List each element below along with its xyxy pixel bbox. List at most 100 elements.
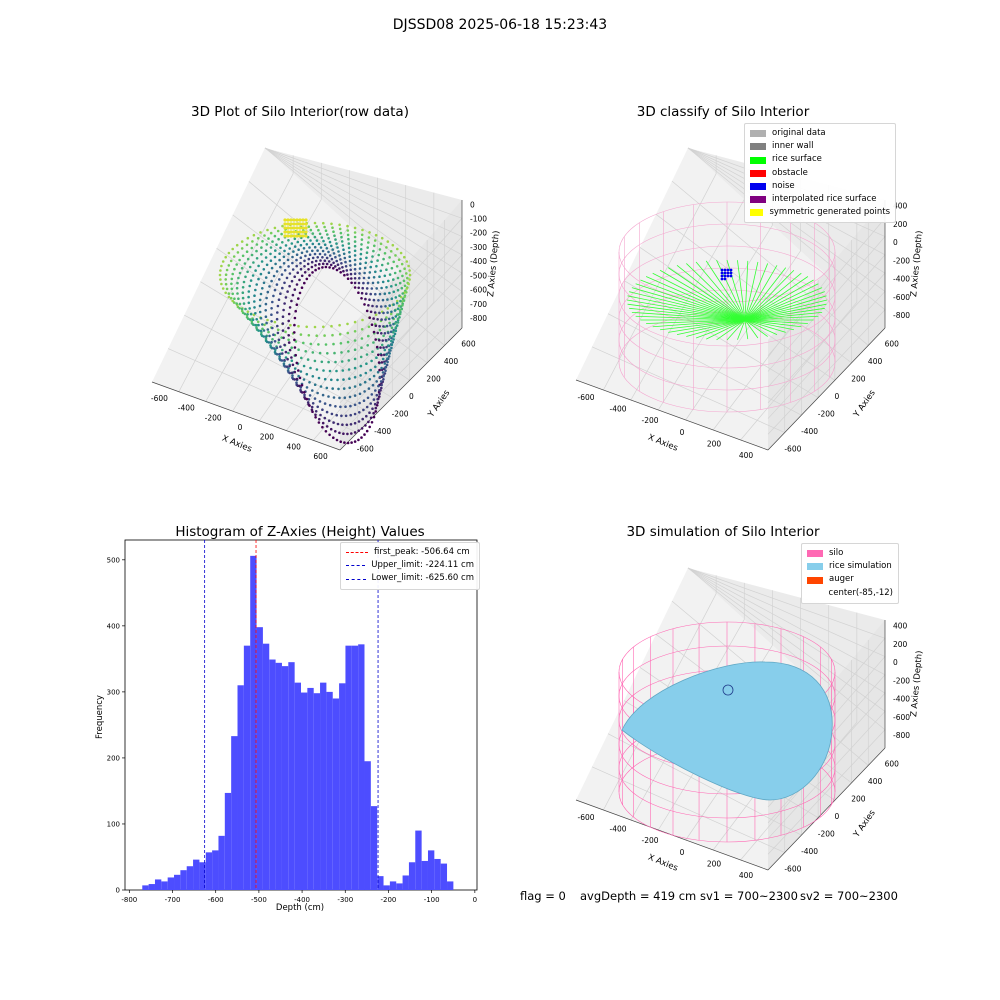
raw-point	[341, 244, 345, 247]
raw-point	[371, 350, 374, 354]
raw-point	[338, 254, 341, 257]
raw-point	[270, 346, 274, 350]
raw-point	[335, 268, 339, 272]
raw-point	[275, 353, 279, 356]
raw-point	[369, 292, 373, 296]
cls-y-axis-line	[767, 327, 886, 451]
legend-line-swatch	[346, 578, 366, 580]
raw-point	[378, 389, 381, 392]
legend-line-swatch	[346, 565, 366, 567]
raw-point	[381, 298, 385, 302]
raw-point	[372, 374, 376, 378]
raw-point	[283, 343, 286, 347]
cls-rice-surface-line	[668, 319, 746, 333]
raw-point	[397, 304, 401, 308]
cls-y-tick-label: 200	[851, 375, 866, 384]
raw-point	[259, 292, 263, 296]
raw-point	[371, 255, 374, 258]
sim-x-tick-label: 200	[707, 860, 722, 869]
raw-point	[300, 251, 304, 255]
raw-point	[401, 274, 404, 278]
raw-point	[315, 225, 319, 228]
raw-point	[360, 436, 363, 439]
raw-point	[327, 395, 330, 398]
raw-point	[372, 341, 375, 344]
raw-point	[347, 359, 351, 362]
cls-grid-line	[671, 180, 869, 346]
raw-point	[281, 348, 284, 352]
cls-rice-surface-line	[744, 319, 749, 340]
raw-grid-line	[264, 147, 463, 274]
raw-point	[301, 230, 305, 234]
raw-point	[375, 287, 379, 290]
raw-z-tick-label: -600	[470, 286, 487, 295]
cls-x-tick-label: 200	[707, 440, 722, 449]
raw-point	[218, 273, 222, 277]
raw-point	[403, 255, 406, 259]
raw-point	[254, 269, 257, 272]
raw-point	[331, 387, 335, 390]
raw-y-tick-label: 400	[444, 357, 459, 366]
raw-point	[347, 350, 350, 353]
raw-point	[346, 331, 350, 335]
raw-point	[339, 231, 343, 235]
raw-point	[317, 343, 320, 346]
raw-point	[395, 324, 399, 327]
cls-rice-surface-line	[676, 265, 746, 321]
raw-plot-title: 3D Plot of Silo Interior(row data)	[191, 104, 409, 120]
raw-point	[380, 343, 384, 347]
raw-point	[293, 275, 297, 279]
raw-point	[275, 346, 279, 350]
raw-point	[252, 261, 255, 264]
raw-point	[248, 318, 252, 321]
raw-point	[392, 338, 395, 341]
raw-point	[374, 270, 377, 274]
histogram-bar	[447, 881, 454, 890]
raw-point	[321, 393, 325, 397]
raw-point	[298, 376, 302, 380]
raw-point	[283, 358, 286, 362]
histogram-y-tick-label: 500	[107, 556, 120, 564]
raw-point	[297, 369, 300, 372]
raw-point	[375, 345, 379, 349]
raw-point	[363, 271, 366, 275]
cls-x-axis-line	[575, 379, 769, 451]
raw-point	[252, 323, 255, 327]
raw-point	[260, 253, 263, 256]
raw-point	[328, 403, 332, 407]
raw-point	[375, 404, 379, 407]
raw-point	[325, 262, 329, 266]
raw-point	[336, 246, 339, 249]
raw-point	[386, 262, 390, 265]
raw-point	[377, 253, 381, 257]
raw-point	[311, 249, 314, 253]
raw-point	[396, 317, 400, 321]
raw-point	[293, 338, 296, 342]
raw-point	[368, 298, 371, 302]
raw-point	[327, 237, 330, 240]
raw-point	[353, 366, 357, 370]
cls-rice-surface-line	[744, 265, 778, 321]
raw-point	[364, 424, 367, 427]
raw-point	[303, 391, 306, 394]
histogram-legend-entry: Lower_limit: -625.60 cm	[346, 572, 474, 585]
raw-point	[341, 423, 344, 427]
raw-point	[311, 242, 315, 246]
raw-point	[343, 396, 347, 400]
raw-point	[261, 287, 264, 290]
raw-point	[384, 338, 388, 342]
raw-point	[387, 317, 391, 321]
raw-point	[348, 386, 352, 390]
raw-point	[359, 355, 363, 359]
raw-point	[338, 396, 341, 400]
raw-point	[381, 339, 385, 342]
cls-grid-line	[740, 302, 858, 441]
raw-point	[269, 252, 272, 256]
raw-point	[286, 230, 290, 234]
raw-point	[392, 334, 396, 338]
histogram-bar	[262, 643, 270, 890]
histogram-y-tick-label: 200	[107, 754, 120, 762]
raw-point	[297, 297, 300, 300]
